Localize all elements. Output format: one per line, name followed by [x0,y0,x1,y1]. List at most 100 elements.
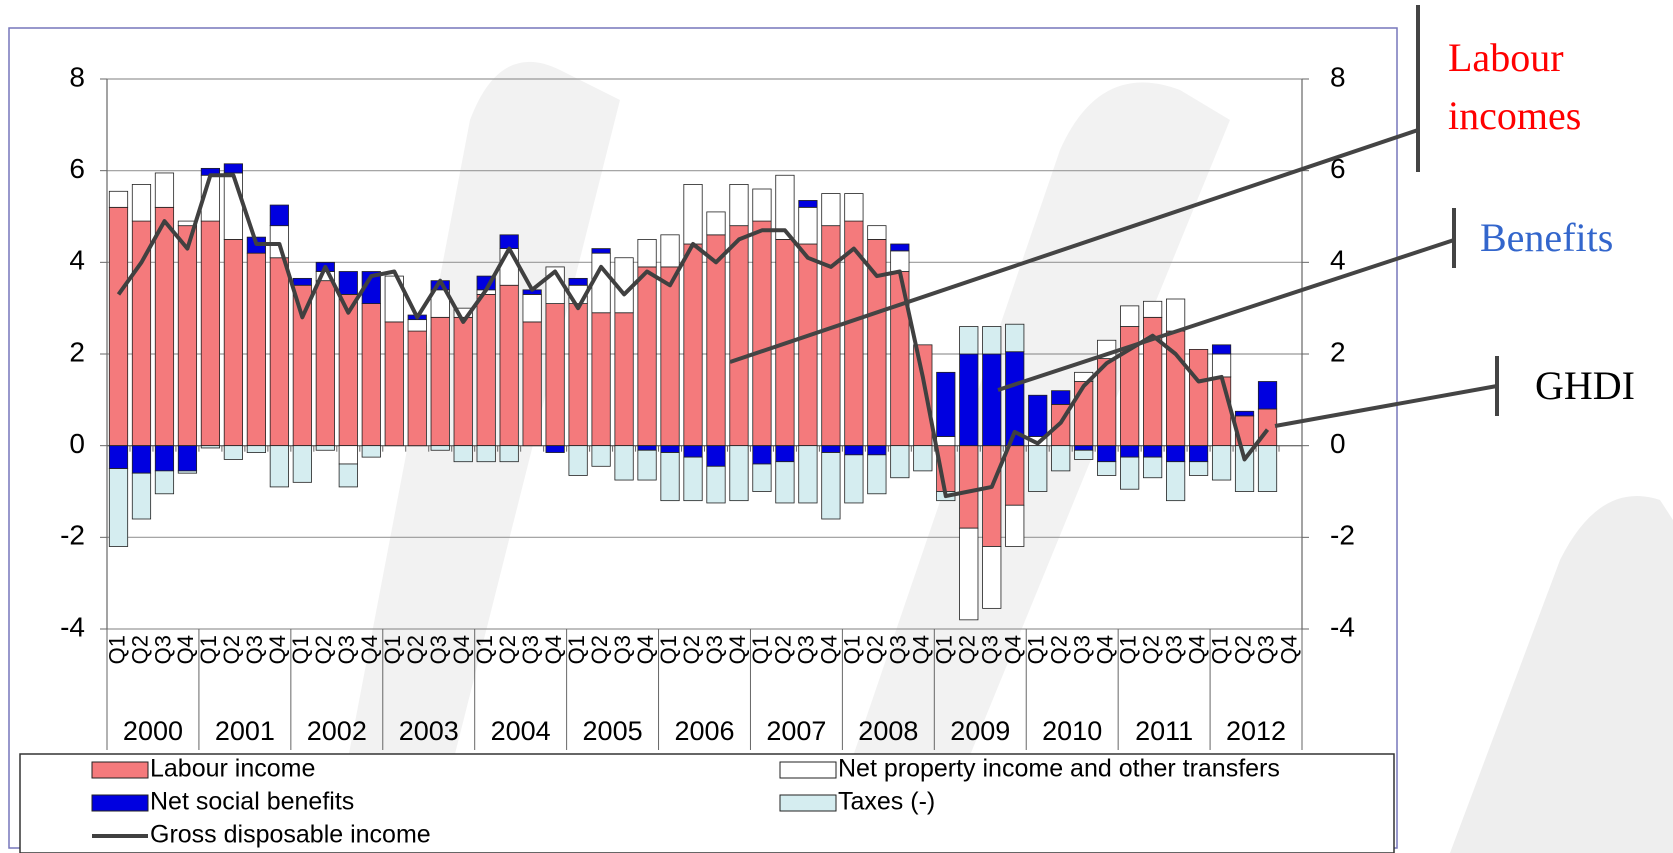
bar-segment [637,445,657,451]
bar-segment [1211,445,1232,481]
bar-segment [982,326,1002,355]
legend-label: Taxes (-) [838,788,935,816]
bar-segment [200,220,221,447]
bar-segment [775,461,795,504]
bar-segment [361,445,381,458]
group-label: 2007 [766,716,826,746]
bar-segment [913,344,933,447]
x-tick-label: Q3 [518,635,543,664]
bar-segment [131,184,152,222]
x-tick-label: Q2 [955,635,980,664]
bar-segment [959,445,979,529]
x-tick-label: Q3 [794,635,819,664]
bar-segment [568,303,588,447]
bar-segment [706,211,726,236]
bar-segment [1074,445,1094,451]
bar-segment [1211,376,1232,447]
bar-segment [637,266,657,447]
bar-segment [959,527,979,621]
x-tick-label: Q2 [127,635,152,664]
bar-segment [959,326,979,355]
bar-segment [223,163,243,174]
bar-segment [499,284,519,447]
x-tick-label: Q3 [150,635,175,664]
x-tick-label: Q1 [104,635,129,664]
y-tick-label: 4 [69,245,85,276]
annotation-leaders [729,5,1499,428]
bar-segment [269,257,289,447]
bar-segment [982,353,1002,447]
x-tick-label: Q4 [541,635,566,664]
x-tick-label: Q1 [288,635,313,664]
annotation: GHDI [1535,363,1635,408]
bar-segment [936,436,956,447]
bar-segment [706,445,726,467]
x-tick-label: Q1 [932,635,957,664]
bar-segment [1051,445,1071,472]
legend-swatch [91,761,149,779]
bar-segment [292,445,312,483]
group-label: 2005 [583,716,643,746]
bar-segment [775,445,795,463]
bar-segment [315,445,335,451]
bar-segment [108,190,129,208]
bar-segment [338,271,358,295]
x-tick-label: Q4 [909,635,934,664]
line-series [116,173,1270,499]
bar-segment [108,445,129,469]
bar-segment [338,294,358,447]
bar-segment [200,445,221,449]
bar-segment [890,445,910,479]
bar-segment [1188,461,1209,476]
annotation: Benefits [1480,215,1613,260]
y2-tick-label: 8 [1330,61,1346,92]
y2-tick-label: -2 [1330,520,1355,551]
bar-segment [1234,410,1255,417]
bar-segment [729,184,749,227]
bar-segment [660,445,680,453]
bar-segment [1166,445,1186,463]
bar-segment [798,206,818,245]
bar-segment [131,472,152,520]
bar-segment [154,206,175,447]
bar-segment [683,243,703,447]
bar-segment [729,225,749,447]
bar-segment [1097,445,1117,463]
bar-segment [591,248,611,254]
bar-segment [1074,449,1094,460]
bar-segment [1120,456,1140,490]
group-label: 2004 [491,716,551,746]
bar-segment [292,284,312,447]
x-tick-label: Q3 [1161,635,1186,664]
bar-segment [890,243,910,252]
group-label: 2003 [399,716,459,746]
bar-segment [752,463,772,492]
x-tick-label: Q1 [380,635,405,664]
bar-segment [614,312,634,447]
x-tick-label: Q2 [1047,635,1072,664]
legend-swatch [779,761,837,779]
bar-segment [614,445,634,481]
bar-segment [683,445,703,458]
x-tick-label: Q2 [1230,635,1255,664]
x-tick-label: Q3 [978,635,1003,664]
bar-segment [844,193,864,222]
bar-segment [752,188,772,222]
legend-box [19,753,1395,853]
bar-segment [844,445,864,456]
legend-swatch [779,794,837,812]
group-label: 2010 [1042,716,1102,746]
x-tick-label: Q3 [886,635,911,664]
bar-segment [315,280,335,447]
bar-segment [752,445,772,465]
bar-segment [798,243,818,447]
bar-segment [1234,445,1255,492]
bar-segment [522,321,542,447]
annotation: Labour [1448,35,1564,80]
bar-segment [269,445,289,488]
x-tick-label: Q2 [403,635,428,664]
x-tick-label: Q3 [610,635,635,664]
group-label: 2008 [858,716,918,746]
